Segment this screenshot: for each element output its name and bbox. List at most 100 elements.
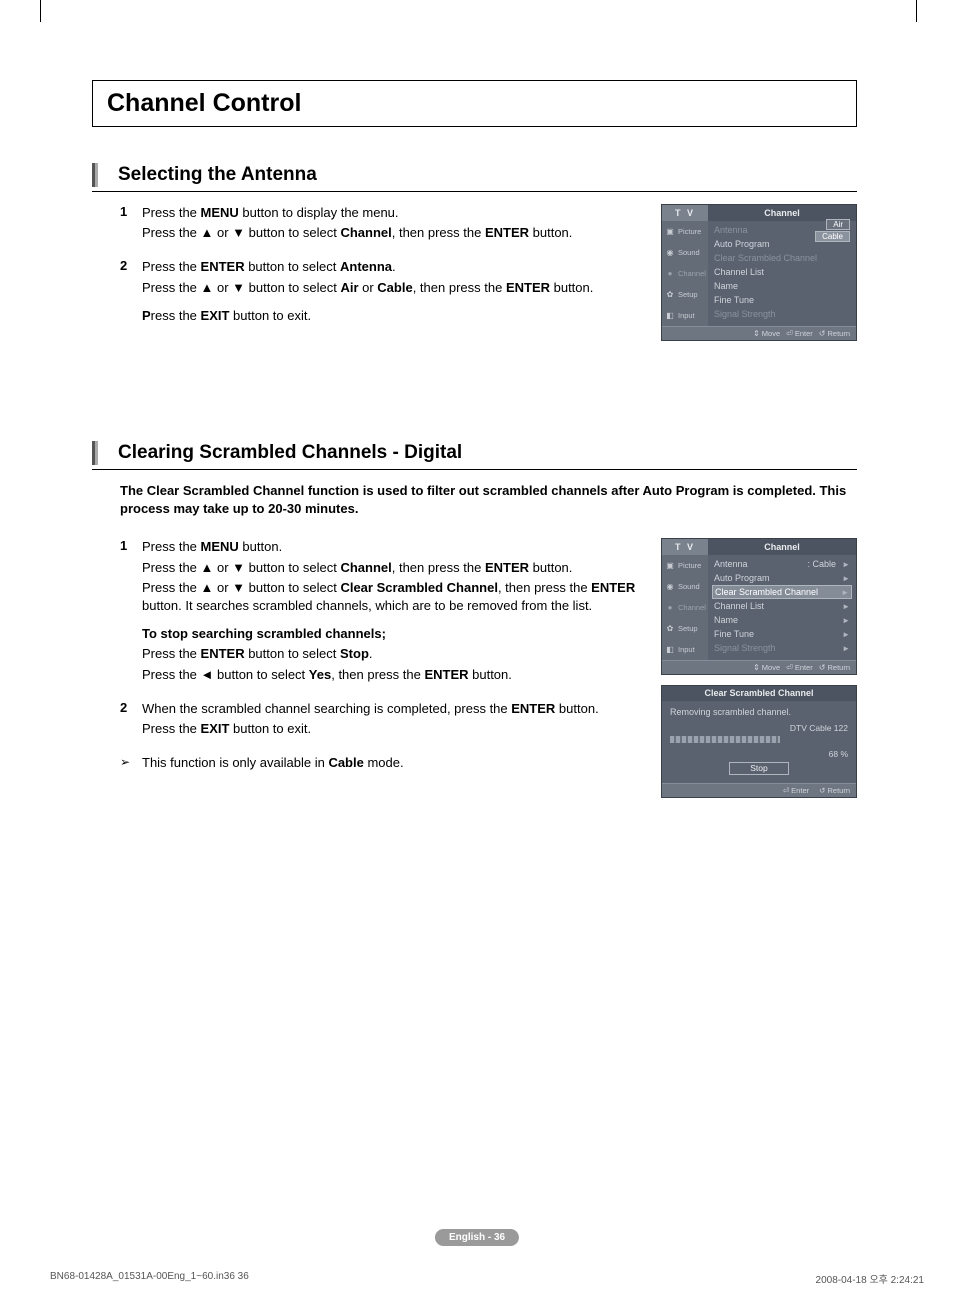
tv-menu-item: Antenna: Cable► <box>712 557 852 571</box>
page-title: Channel Control <box>107 89 842 118</box>
csc-footer-hint: ↺ Return <box>819 786 850 795</box>
section2-ui: T VChannel▣Picture◉Sound●Channel✿Setup◧I… <box>661 538 857 798</box>
tv-menu-item: Fine Tune► <box>712 627 852 641</box>
tv-menu-item: Name► <box>712 613 852 627</box>
sidebar-label: Sound <box>678 582 700 591</box>
tv-label: T V <box>662 539 708 555</box>
tv-menu-item-label: Signal Strength <box>714 643 842 653</box>
tv-sidebar-item: ●Channel <box>662 597 708 618</box>
csc-percent: 68 % <box>670 749 848 760</box>
tv-footer-hint: ↺Return <box>819 663 850 672</box>
section1-ui: T VChannel▣Picture◉Sound●Channel✿Setup◧I… <box>661 204 857 351</box>
page-number: English - 36 <box>435 1229 519 1246</box>
sidebar-label: Setup <box>678 624 698 633</box>
tv-menu-item-label: Name <box>714 615 842 625</box>
csc-footer: ⏎ Enter↺ Return <box>662 783 856 797</box>
tv-menu-item-label: Name <box>714 281 850 291</box>
section2-steps: 1Press the MENU button.Press the ▲ or ▼ … <box>120 538 643 798</box>
tv-label: T V <box>662 205 708 221</box>
tv-menu-item-label: Auto Program <box>714 573 842 583</box>
sidebar-label: Channel <box>678 603 706 612</box>
csc-channel-info: DTV Cable 122 <box>670 723 848 734</box>
tv-menu-screenshot: T VChannel▣Picture◉Sound●Channel✿Setup◧I… <box>661 538 857 675</box>
tv-menu-header: Channel <box>708 539 856 555</box>
chevron-right-icon: ► <box>841 588 849 597</box>
step-row: 2Press the ENTER button to select Antenn… <box>120 258 643 327</box>
section2-title: Clearing Scrambled Channels - Digital <box>118 442 462 464</box>
sidebar-icon: ▣ <box>665 227 675 237</box>
section1-header: Selecting the Antenna <box>92 163 857 192</box>
step-number: 1 <box>120 204 142 244</box>
footer-hint-label: Enter <box>795 663 813 672</box>
step-row: 1Press the MENU button to display the me… <box>120 204 643 244</box>
tv-sidebar-item: ◧Input <box>662 305 708 326</box>
sidebar-label: Channel <box>678 269 706 278</box>
sidebar-icon: ◉ <box>665 248 675 258</box>
tv-menu-item: Signal Strength <box>712 307 852 321</box>
tv-menu-item: Clear Scrambled Channel <box>712 251 852 265</box>
chevron-right-icon: ► <box>842 630 850 639</box>
sidebar-icon: ✿ <box>665 290 675 300</box>
tv-menu-item: Channel List► <box>712 599 852 613</box>
footer-hint-label: Return <box>827 329 850 338</box>
tv-menu-item: Fine Tune <box>712 293 852 307</box>
step-text: Press the MENU button to display the men… <box>142 204 643 244</box>
footer-left: BN68-01428A_01531A-00Eng_1~60.in36 36 <box>50 1271 249 1286</box>
tv-menu-item: Channel List <box>712 265 852 279</box>
footer-hint-icon: ↺ <box>819 329 826 338</box>
step-text: Press the ENTER button to select Antenna… <box>142 258 643 327</box>
tv-sidebar-item: ●Channel <box>662 263 708 284</box>
section1-title: Selecting the Antenna <box>118 164 317 186</box>
sidebar-icon: ● <box>665 269 675 279</box>
tv-sidebar-item: ◉Sound <box>662 576 708 597</box>
note-text: This function is only available in Cable… <box>142 754 643 772</box>
section2-body: The Clear Scrambled Channel function is … <box>120 482 857 798</box>
step-number: 2 <box>120 258 142 327</box>
chevron-right-icon: ► <box>842 602 850 611</box>
tv-menu-list: Antenna: Cable►Auto Program►Clear Scramb… <box>708 555 856 660</box>
step-row: 1Press the MENU button.Press the ▲ or ▼ … <box>120 538 643 685</box>
sidebar-icon: ● <box>665 603 675 613</box>
sidebar-label: Setup <box>678 290 698 299</box>
tv-menu-item-label: Fine Tune <box>714 629 842 639</box>
tv-menu-item: Signal Strength► <box>712 641 852 655</box>
step-text: When the scrambled channel searching is … <box>142 700 643 740</box>
section-marker-icon <box>92 163 98 187</box>
sidebar-label: Picture <box>678 561 701 570</box>
csc-title: Clear Scrambled Channel <box>662 686 856 701</box>
footer-meta: BN68-01428A_01531A-00Eng_1~60.in36 36 20… <box>50 1271 924 1286</box>
sidebar-label: Input <box>678 645 695 654</box>
csc-stop-button: Stop <box>729 762 789 775</box>
footer-hint-label: Enter <box>795 329 813 338</box>
chevron-right-icon: ► <box>842 616 850 625</box>
page-content: Channel Control Selecting the Antenna 1P… <box>92 80 857 798</box>
chevron-right-icon: ► <box>842 574 850 583</box>
page-title-box: Channel Control <box>92 80 857 127</box>
tv-menu-item-label: Signal Strength <box>714 309 850 319</box>
tv-menu-item-label: Channel List <box>714 601 842 611</box>
section1-steps: 1Press the MENU button to display the me… <box>120 204 643 351</box>
sidebar-icon: ◧ <box>665 311 675 321</box>
tv-menu-item: AntennaAirCable <box>712 223 852 237</box>
tv-footer-hint: ⇕Move <box>753 329 780 338</box>
tv-menu-list: AntennaAirCableAuto Program Clear Scrambl… <box>708 221 856 326</box>
tv-menu-item: Auto Program <box>712 237 852 251</box>
footer-hint-icon: ⏎ <box>786 663 793 672</box>
tv-menu-option: Air <box>826 219 850 230</box>
note-arrow-icon: ➢ <box>120 754 142 772</box>
tv-footer-hint: ⏎Enter <box>786 329 813 338</box>
tv-footer-hint: ↺Return <box>819 329 850 338</box>
step-row: 2When the scrambled channel searching is… <box>120 700 643 740</box>
tv-menu-item-label: Fine Tune <box>714 295 850 305</box>
tv-menu-screenshot: T VChannel▣Picture◉Sound●Channel✿Setup◧I… <box>661 204 857 341</box>
tv-menu-item-label: Clear Scrambled Channel <box>714 253 850 263</box>
footer-hint-icon: ⏎ <box>786 329 793 338</box>
crop-marks <box>0 0 954 30</box>
tv-sidebar-item: ▣Picture <box>662 221 708 242</box>
tv-footer-hint: ⇕Move <box>753 663 780 672</box>
step-number: 1 <box>120 538 142 685</box>
csc-progress-bar <box>670 736 780 743</box>
tv-sidebar-item: ✿Setup <box>662 284 708 305</box>
tv-menu-item: Auto Program► <box>712 571 852 585</box>
footer-hint-icon: ⇕ <box>753 663 760 672</box>
